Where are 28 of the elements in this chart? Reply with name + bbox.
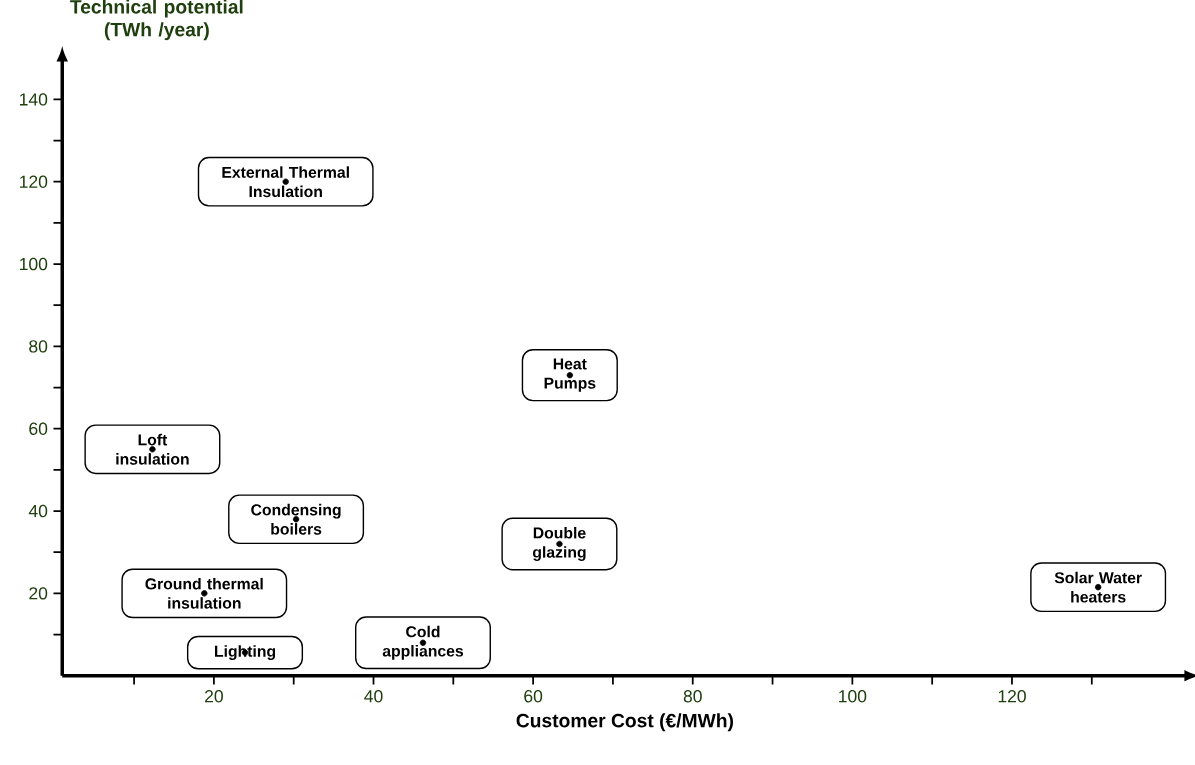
annotation: Ground thermal insulation — [145, 578, 263, 609]
annotation: Double glazing — [532, 527, 586, 562]
point — [1095, 584, 1102, 591]
x-tick-label: 120 — [998, 690, 1026, 703]
x-axis-title: Customer Cost (€/MWh) — [516, 713, 734, 732]
x-tick-label: 20 — [205, 690, 223, 703]
y-tick-label: 80 — [29, 340, 48, 353]
y-axis-title: Technical potential (TWh /year) — [70, 0, 243, 41]
annotation: Heat Pumps — [544, 358, 596, 392]
x-tick-label: 40 — [364, 690, 383, 703]
annotation: Solar Water heaters — [1054, 571, 1142, 603]
y-tick-label: 60 — [29, 422, 48, 435]
x-tick-label: 100 — [839, 690, 867, 703]
annotation: Loft insulation — [116, 433, 189, 465]
y-tick-label: 40 — [28, 504, 48, 518]
annotation: Condensing boilers — [251, 503, 341, 535]
y-tick-label: 20 — [29, 587, 48, 600]
annotation: Lighting — [215, 645, 276, 661]
x-tick-label: 80 — [683, 690, 702, 703]
y-tick-label: 140 — [20, 93, 48, 106]
point — [149, 446, 156, 453]
y-tick-label: 120 — [20, 175, 48, 189]
annotation: External Thermal Insulation — [222, 166, 349, 198]
y-tick-label: 100 — [20, 257, 48, 271]
point — [201, 590, 208, 597]
point — [282, 178, 289, 185]
x-tick-label: 60 — [524, 690, 543, 703]
annotation: Cold appliances — [382, 625, 464, 660]
